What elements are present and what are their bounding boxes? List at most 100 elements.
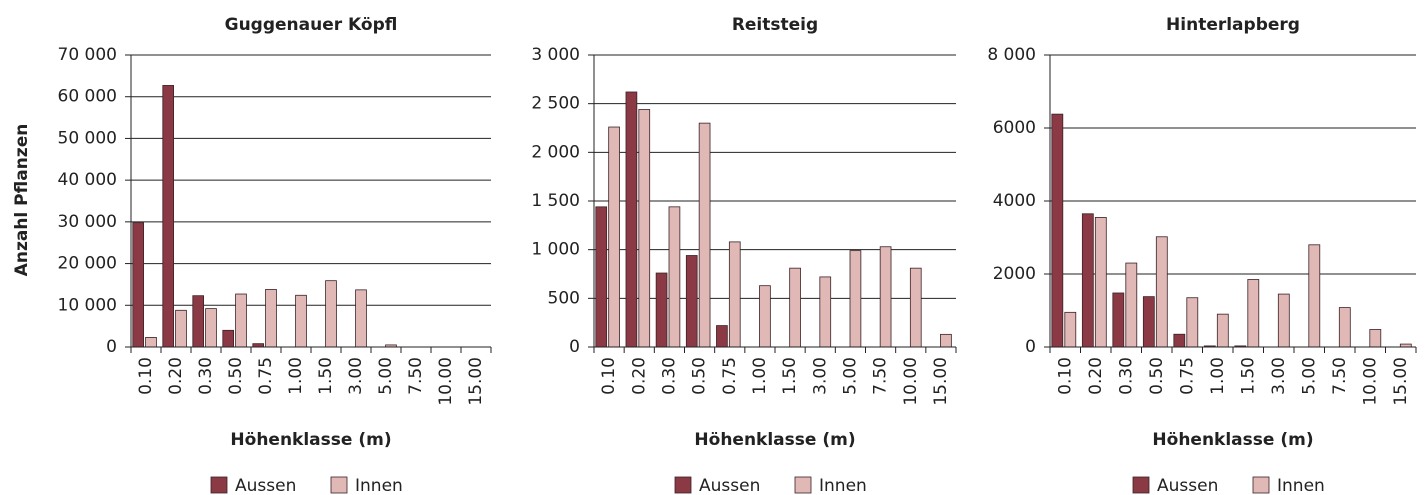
legend-swatch [674,476,692,494]
bar [1277,293,1290,348]
y-tick-label: 2 500 [531,94,580,114]
x-tick-label: 7.50 [1330,357,1350,395]
x-tick-label: 5.00 [840,357,860,395]
y-tick-label: 70 000 [58,45,117,65]
bar [655,272,668,348]
bar [849,250,862,348]
x-tick-label: 10.00 [1360,357,1380,406]
bar [1247,279,1260,348]
bar [728,241,741,348]
x-tick-label: 0.50 [226,357,246,395]
y-tick-label: 6000 [993,118,1036,138]
y-tick-label: 0 [569,337,580,357]
x-tick-label: 10.00 [436,357,456,406]
x-tick-label: 0.20 [166,357,186,395]
x-axis-label: Höhenklasse (m) [694,430,855,450]
bar [1155,236,1168,348]
x-tick-label: 0.10 [1055,357,1075,395]
bar [1338,307,1351,348]
x-tick-label: 0.10 [599,357,619,395]
x-tick-label: 0.30 [659,357,679,395]
y-tick-label: 20 000 [58,254,117,274]
bar [595,206,608,348]
legend-swatch [210,476,228,494]
y-tick-label: 50 000 [58,128,117,148]
x-tick-label: 1.00 [750,357,770,395]
y-tick-label: 0 [1025,337,1036,357]
bar [295,294,307,348]
chart-title: Guggenauer Köpfl [225,15,398,35]
x-axis-label: Höhenklasse (m) [1152,430,1313,450]
bar [265,289,277,348]
x-tick-label: 0.30 [1116,357,1136,395]
bar [1064,311,1077,348]
bar [1308,244,1321,348]
x-tick-label: 0.50 [690,357,710,395]
y-tick-label: 1 500 [531,191,580,211]
bar [222,329,235,348]
legend-swatch [1132,476,1150,494]
bar [145,337,157,348]
x-tick-label: 1.00 [286,357,306,395]
bar [175,309,187,348]
legend-swatch [330,476,348,494]
bar [205,308,217,348]
y-tick-label: 500 [548,288,580,308]
legend-label: Aussen [235,476,296,495]
bar [1186,297,1199,348]
x-axis-label: Höhenklasse (m) [230,430,391,450]
bar [789,267,801,348]
bar [1094,217,1107,348]
x-tick-label: 0.75 [256,357,276,395]
y-tick-label: 0 [106,337,117,357]
bar [819,276,832,348]
y-tick-label: 3 000 [531,45,580,65]
x-tick-label: 1.50 [1238,357,1258,395]
bar [625,91,638,348]
x-tick-label: 3.00 [1269,357,1289,395]
x-tick-label: 0.20 [629,357,649,395]
x-tick-label: 7.50 [406,357,426,395]
y-tick-label: 2000 [993,264,1036,284]
y-axis-label: Anzahl Pflanzen [12,124,32,277]
legend-label: Aussen [1157,476,1218,495]
x-tick-label: 15.00 [466,357,486,406]
x-tick-label: 7.50 [871,357,891,395]
x-tick-label: 0.75 [1177,357,1197,395]
legend-label: Innen [355,476,403,495]
x-tick-label: 15.00 [931,357,951,406]
x-tick-label: 5.00 [1299,357,1319,395]
bar [1216,313,1229,348]
bar [759,285,771,348]
legend-swatch [794,476,812,494]
y-tick-label: 4000 [993,191,1036,211]
y-tick-label: 10 000 [58,295,117,315]
bar [879,246,892,348]
y-tick-label: 60 000 [58,87,117,107]
legend-label: Innen [819,476,867,495]
bar [1081,213,1094,348]
x-tick-label: 0.20 [1086,357,1106,395]
bar [940,333,952,348]
bar [1142,296,1155,348]
bar [1112,292,1125,348]
bar [1173,333,1186,348]
x-tick-label: 1.50 [780,357,800,395]
legend-label: Aussen [699,476,760,495]
x-tick-label: 15.00 [1391,357,1411,406]
y-tick-label: 2 000 [531,142,580,162]
x-tick-label: 3.00 [810,357,830,395]
bar [162,85,175,348]
y-tick-label: 30 000 [58,212,117,232]
x-tick-label: 1.00 [1208,357,1228,395]
bar [1051,113,1064,348]
chart-title: Hinterlapberg [1166,15,1300,35]
bar [716,325,728,348]
y-tick-label: 40 000 [58,170,117,190]
x-tick-label: 5.00 [376,357,396,395]
bar [252,343,265,348]
x-tick-label: 0.30 [196,357,216,395]
x-tick-label: 0.50 [1147,357,1167,395]
legend-swatch [1252,476,1270,494]
